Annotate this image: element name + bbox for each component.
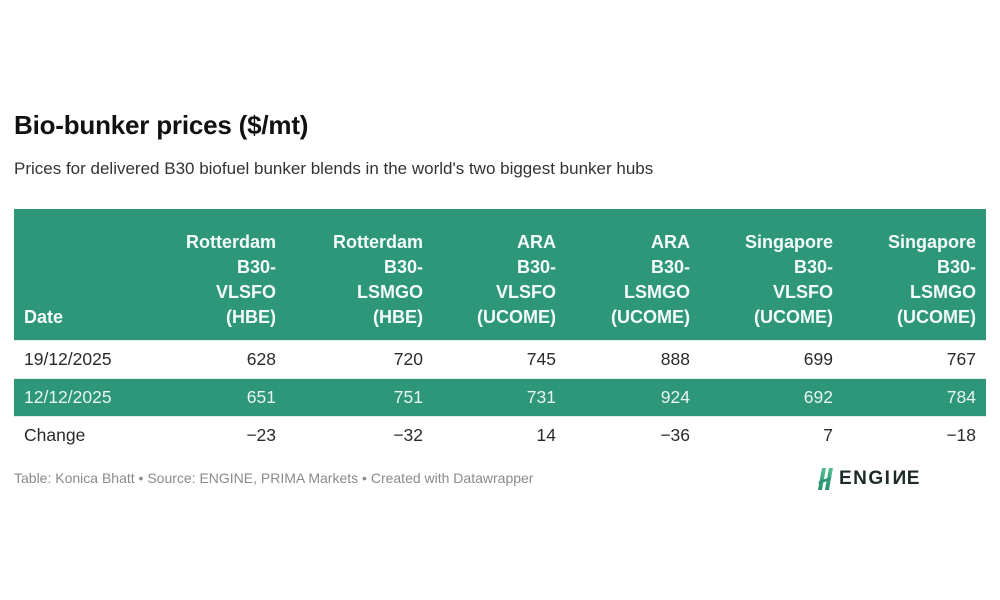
cell-date: 19/12/2025 bbox=[14, 340, 154, 379]
engine-logo-mark-icon bbox=[818, 468, 833, 490]
cell-value: 651 bbox=[154, 378, 286, 417]
header-line: VLSFO bbox=[772, 282, 833, 302]
header-line: B30- bbox=[936, 257, 976, 277]
header-line: (UCOME) bbox=[611, 307, 690, 327]
header-ara-lsmgo[interactable]: ARA B30- LSMGO (UCOME) bbox=[566, 209, 700, 341]
header-line: LSMGO bbox=[624, 282, 690, 302]
cell-value: 628 bbox=[154, 340, 286, 379]
logo-text-reversed-letter: N bbox=[891, 468, 907, 489]
header-ara-vlsfo[interactable]: ARA B30- VLSFO (UCOME) bbox=[433, 209, 566, 341]
cell-change: 7 bbox=[700, 416, 843, 454]
header-date[interactable]: Date bbox=[14, 209, 154, 341]
header-line: (UCOME) bbox=[754, 307, 833, 327]
cell-value: 699 bbox=[700, 340, 843, 379]
cell-date: 12/12/2025 bbox=[14, 378, 154, 417]
logo-text-suffix: E bbox=[906, 468, 921, 489]
cell-value: 692 bbox=[700, 378, 843, 417]
header-line: VLSFO bbox=[215, 282, 276, 302]
header-line: B30- bbox=[793, 257, 833, 277]
header-line: VLSFO bbox=[495, 282, 556, 302]
header-singapore-lsmgo[interactable]: Singapore B30- LSMGO (UCOME) bbox=[843, 209, 986, 341]
cell-change: −32 bbox=[286, 416, 433, 454]
header-line: B30- bbox=[516, 257, 556, 277]
cell-value: 784 bbox=[843, 378, 986, 417]
cell-change: 14 bbox=[433, 416, 566, 454]
cell-change: −36 bbox=[566, 416, 700, 454]
cell-value: 745 bbox=[433, 340, 566, 379]
header-line: B30- bbox=[383, 257, 423, 277]
table-header-row: Date Rotterdam B30- VLSFO (HBE) Rotterda… bbox=[14, 209, 986, 341]
cell-value: 924 bbox=[566, 378, 700, 417]
table-row-change: Change −23 −32 14 −36 7 −18 bbox=[14, 416, 986, 454]
table-row: 19/12/2025 628 720 745 888 699 767 bbox=[14, 340, 986, 379]
cell-change: −23 bbox=[154, 416, 286, 454]
header-line: Singapore bbox=[744, 232, 833, 252]
cell-change: −18 bbox=[843, 416, 986, 454]
header-line: ARA bbox=[517, 232, 556, 252]
header-singapore-vlsfo[interactable]: Singapore B30- VLSFO (UCOME) bbox=[700, 209, 843, 341]
cell-value: 731 bbox=[433, 378, 566, 417]
header-line: (UCOME) bbox=[477, 307, 556, 327]
header-line: LSMGO bbox=[910, 282, 976, 302]
cell-value: 720 bbox=[286, 340, 433, 379]
header-line: (UCOME) bbox=[897, 307, 976, 327]
header-line: ARA bbox=[651, 232, 690, 252]
header-line: (HBE) bbox=[226, 307, 276, 327]
source-credit: Table: Konica Bhatt • Source: ENGINE, PR… bbox=[14, 470, 534, 486]
header-line: B30- bbox=[650, 257, 690, 277]
bio-bunker-price-table: Date Rotterdam B30- VLSFO (HBE) Rotterda… bbox=[14, 209, 986, 454]
header-rotterdam-lsmgo[interactable]: Rotterdam B30- LSMGO (HBE) bbox=[286, 209, 433, 341]
engine-logo[interactable]: ENGINE bbox=[815, 468, 921, 490]
header-line: Rotterdam bbox=[185, 232, 276, 252]
logo-text-prefix: ENGI bbox=[839, 468, 892, 489]
engine-logo-text: ENGINE bbox=[839, 468, 921, 490]
header-line: (HBE) bbox=[373, 307, 423, 327]
header-line: Singapore bbox=[887, 232, 976, 252]
cell-value: 888 bbox=[566, 340, 700, 379]
header-line: LSMGO bbox=[357, 282, 423, 302]
table-title: Bio-bunker prices ($/mt) bbox=[14, 110, 309, 140]
header-line: Rotterdam bbox=[332, 232, 423, 252]
header-line: Date bbox=[24, 307, 64, 327]
table-row: 12/12/2025 651 751 731 924 692 784 bbox=[14, 378, 986, 417]
cell-label: Change bbox=[14, 416, 154, 454]
header-rotterdam-vlsfo[interactable]: Rotterdam B30- VLSFO (HBE) bbox=[154, 209, 286, 341]
table-subtitle: Prices for delivered B30 biofuel bunker … bbox=[14, 159, 654, 178]
header-line: B30- bbox=[236, 257, 276, 277]
cell-value: 751 bbox=[286, 378, 433, 417]
cell-value: 767 bbox=[843, 340, 986, 379]
